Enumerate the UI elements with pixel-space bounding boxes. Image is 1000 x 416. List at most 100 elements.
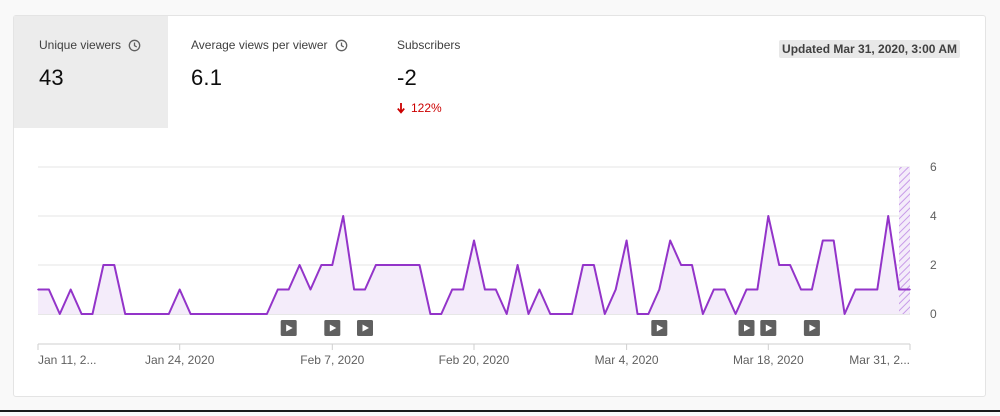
video-marker-icon[interactable] (738, 320, 755, 336)
data-point (200, 313, 203, 315)
data-point (353, 288, 355, 291)
data-point (59, 313, 61, 315)
data-point (168, 313, 170, 315)
data-point (462, 288, 464, 291)
data-point (331, 264, 334, 266)
data-point (571, 313, 573, 315)
data-point (505, 313, 508, 315)
data-point (756, 288, 759, 291)
video-marker-icon[interactable] (357, 320, 373, 336)
data-point (669, 239, 671, 242)
data-point (604, 313, 606, 315)
data-point (909, 288, 911, 291)
y-tick-label: 0 (930, 307, 937, 321)
data-point (244, 313, 246, 315)
data-point (614, 288, 617, 291)
updated-timestamp: Updated Mar 31, 2020, 3:00 AM (779, 40, 960, 58)
data-point (702, 313, 704, 315)
data-point (157, 313, 159, 315)
data-point (516, 264, 519, 266)
y-tick-label: 2 (930, 258, 937, 272)
data-point (887, 215, 889, 217)
data-point (91, 313, 94, 315)
data-point (233, 313, 235, 315)
data-point (473, 239, 475, 242)
data-point (178, 288, 181, 291)
play-icon (286, 324, 293, 332)
data-point (811, 288, 813, 291)
metric-tab-unique-viewers[interactable]: Unique viewers 43 (14, 16, 168, 128)
area-fill (38, 216, 910, 314)
data-point (713, 288, 715, 291)
play-icon (809, 324, 816, 332)
data-point (898, 288, 900, 291)
data-point (69, 288, 72, 291)
data-point (102, 264, 105, 266)
data-point (48, 288, 50, 291)
data-point (778, 264, 780, 266)
subscribers-change: 122% (397, 101, 547, 115)
data-point (549, 313, 552, 315)
x-tick-label: Mar 31, 2... (849, 353, 910, 367)
metric-tab-average-views-per-viewer[interactable]: Average views per viewer 6.1 (191, 16, 381, 128)
metric-value: 6.1 (191, 65, 223, 90)
data-point (287, 288, 290, 291)
video-marker-icon[interactable] (651, 320, 668, 336)
video-marker-icon[interactable] (760, 320, 777, 336)
data-point (495, 288, 497, 291)
data-point (560, 313, 562, 315)
metric-tab-subscribers[interactable]: Subscribers -2 122% (397, 16, 547, 128)
data-point (527, 313, 530, 315)
metric-value: 43 (39, 65, 64, 90)
data-point (789, 264, 791, 266)
data-point (298, 264, 301, 266)
play-icon (362, 324, 369, 332)
data-point (691, 264, 693, 266)
data-point (309, 288, 312, 291)
data-point (222, 313, 225, 315)
x-tick-label: Feb 7, 2020 (300, 353, 364, 367)
data-point (113, 264, 116, 266)
bottom-divider (0, 410, 1000, 412)
data-point (124, 313, 126, 315)
data-point (37, 288, 39, 291)
data-point (418, 264, 421, 266)
x-tick-label: Feb 20, 2020 (439, 353, 510, 367)
data-point (342, 215, 345, 217)
data-point (680, 264, 682, 266)
data-point (386, 264, 388, 266)
x-tick-label: Jan 11, 2... (38, 353, 96, 367)
play-icon (329, 324, 337, 332)
metric-value: -2 (397, 65, 417, 90)
y-tick-label: 6 (930, 160, 937, 174)
play-icon (744, 324, 751, 332)
data-point (647, 313, 650, 315)
video-markers (280, 320, 820, 336)
data-point (723, 288, 726, 291)
data-point (80, 313, 83, 315)
video-marker-icon[interactable] (324, 320, 341, 336)
analytics-card: Unique viewers 43 Average views per view… (13, 15, 986, 397)
x-axis: Jan 11, 2... Jan 24, 2020 Feb 7, 2020 Feb 2… (37, 343, 911, 367)
data-point (625, 239, 628, 242)
video-marker-icon[interactable] (280, 320, 297, 336)
metric-label: Average views per viewer (191, 38, 328, 52)
data-point (876, 288, 879, 291)
data-point (822, 239, 824, 242)
data-point (255, 313, 257, 315)
change-value: 122% (411, 101, 442, 115)
x-tick-label: Mar 4, 2020 (595, 353, 659, 367)
video-marker-icon[interactable] (803, 320, 820, 336)
data-point (484, 288, 486, 291)
metric-label: Unique viewers (39, 38, 122, 52)
clock-icon[interactable] (335, 39, 348, 52)
data-point (800, 288, 802, 291)
data-point (582, 264, 584, 266)
data-point (364, 288, 366, 291)
x-tick-label: Jan 24, 2020 (145, 353, 215, 367)
clock-icon[interactable] (128, 39, 141, 52)
data-point (734, 313, 737, 315)
data-point (320, 264, 323, 266)
data-point (429, 313, 432, 315)
